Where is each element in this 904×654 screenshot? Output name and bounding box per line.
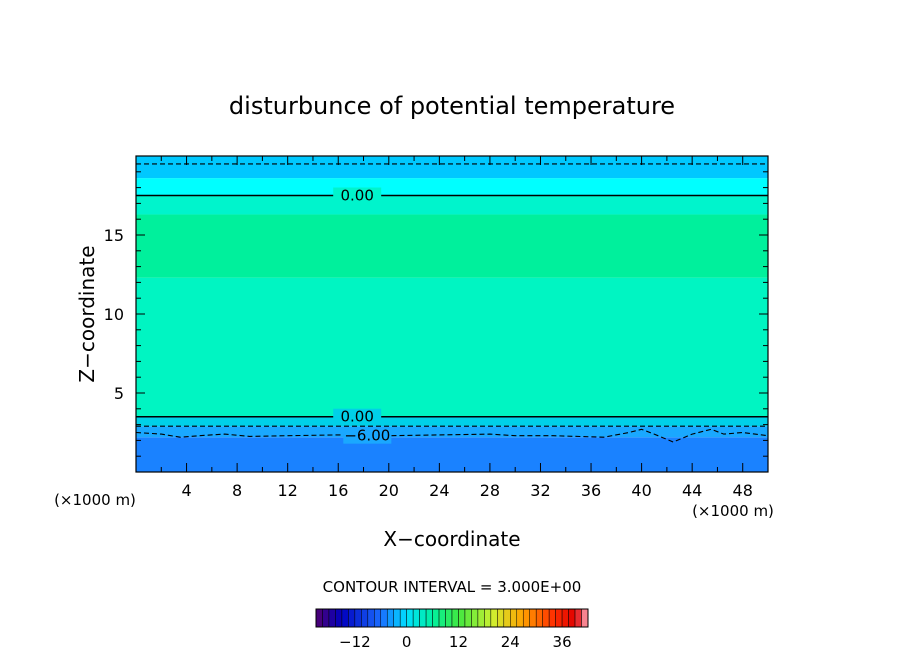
colorbar-cell [328, 608, 336, 628]
y-tick-label: 10 [104, 305, 124, 324]
colorbar-cell [477, 608, 485, 628]
color-band-0 [136, 437, 768, 472]
colorbar-frame [315, 608, 589, 628]
colorbar-cell [542, 608, 550, 628]
colorbar-cell [464, 608, 472, 628]
colorbar-cell [432, 608, 440, 628]
color-band-2 [136, 416, 768, 427]
colorbar-cell [419, 608, 427, 628]
colorbar-cell [451, 608, 459, 628]
colorbar-cell [561, 608, 569, 628]
colorbar-cell [471, 608, 479, 628]
contour-interval-label: CONTOUR INTERVAL = 3.000E+00 [323, 578, 582, 596]
x-tick-label: 28 [480, 481, 500, 500]
x-tick-label: 40 [631, 481, 651, 500]
contour-lines: 0.000.00−6.00 [135, 163, 769, 445]
y-tick-label: 15 [104, 226, 124, 245]
colorbar-tick-label: −12 [339, 633, 371, 651]
x-tick-label: 48 [733, 481, 753, 500]
colorbar-cell [516, 608, 524, 628]
colorbar-cell [393, 608, 401, 628]
colorbar-tick-label: 36 [553, 633, 572, 651]
color-band-1 [136, 426, 768, 438]
color-band-3 [136, 277, 768, 417]
colorbar-cell [503, 608, 511, 628]
chart-title: disturbunce of potential temperature [229, 92, 675, 120]
x-tick-label: 12 [278, 481, 298, 500]
colorbar-tick-label: 24 [501, 633, 520, 651]
colorbar-cell [374, 608, 382, 628]
x-tick-label: 16 [328, 481, 348, 500]
x-tick-label: 20 [379, 481, 399, 500]
colorbar-cell [535, 608, 543, 628]
colorbar-cell [348, 608, 356, 628]
colorbar-cell [425, 608, 433, 628]
colorbar-cell [335, 608, 343, 628]
colorbar-cell [522, 608, 530, 628]
colorbar: −12 0 12 24 36 [315, 608, 589, 651]
contour-label-bg-4 [343, 427, 392, 444]
colorbar-cell [315, 608, 323, 628]
contour-label-4: −6.00 [344, 427, 390, 445]
y-tick-label: 5 [114, 384, 124, 403]
colorbar-tick-label: 0 [402, 633, 412, 651]
contour-label-0: 0.00 [340, 187, 373, 205]
colorbar-cell [322, 608, 330, 628]
colorbar-cell [581, 608, 589, 628]
colorbar-cell [445, 608, 453, 628]
color-band-7 [136, 156, 768, 179]
color-band-5 [136, 195, 768, 215]
colorbar-cell [484, 608, 492, 628]
x-tick-label: 32 [530, 481, 550, 500]
heatmap-fill [136, 156, 768, 472]
colorbar-cell [510, 608, 518, 628]
colorbar-cell [548, 608, 556, 628]
x-tick-label: 44 [682, 481, 702, 500]
colorbar-cell [490, 608, 498, 628]
colorbar-cell [438, 608, 446, 628]
x-unit-label: (×1000 m) [692, 502, 774, 520]
colorbar-cell [458, 608, 466, 628]
colorbar-cell [412, 608, 420, 628]
colorbar-cell [406, 608, 414, 628]
x-tick-label: 36 [581, 481, 601, 500]
colorbar-cell [574, 608, 582, 628]
color-band-4 [136, 214, 768, 278]
color-band-6 [136, 178, 768, 196]
colorbar-cell [367, 608, 375, 628]
colorbar-cell [497, 608, 505, 628]
plot-frame [135, 155, 769, 473]
colorbar-cell [568, 608, 576, 628]
colorbar-cell [354, 608, 362, 628]
contour-label-bg-0 [333, 187, 382, 204]
contour-line-4 [135, 428, 769, 443]
x-tick-label: 8 [232, 481, 242, 500]
colorbar-cell [341, 608, 349, 628]
colorbar-cell [529, 608, 537, 628]
contour-label-bg-1 [333, 408, 382, 425]
y-axis-label: Z−coordinate [75, 245, 99, 382]
colorbar-cell [380, 608, 388, 628]
x-tick-label: 4 [181, 481, 191, 500]
x-tick-label: 24 [429, 481, 449, 500]
colorbar-cell [399, 608, 407, 628]
contour-label-1: 0.00 [340, 408, 373, 426]
colorbar-tick-label: 12 [449, 633, 468, 651]
y-unit-label: (×1000 m) [54, 491, 136, 509]
colorbar-cell [361, 608, 369, 628]
colorbar-cell [386, 608, 394, 628]
x-axis-label: X−coordinate [383, 527, 520, 551]
colorbar-cell [555, 608, 563, 628]
